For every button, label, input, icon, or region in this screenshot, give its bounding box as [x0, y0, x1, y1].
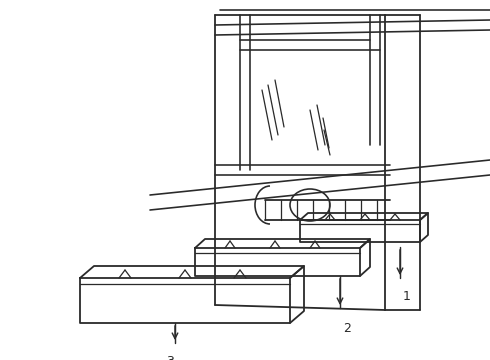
- Text: 3: 3: [166, 355, 174, 360]
- Text: 1: 1: [403, 290, 411, 303]
- Text: 2: 2: [343, 322, 351, 335]
